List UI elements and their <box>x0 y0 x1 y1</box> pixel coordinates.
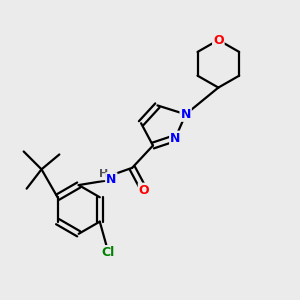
Text: O: O <box>139 184 149 196</box>
Text: H: H <box>99 169 108 179</box>
Text: N: N <box>181 108 191 121</box>
Text: N: N <box>106 173 116 186</box>
Text: Cl: Cl <box>102 246 115 259</box>
Text: O: O <box>213 34 224 46</box>
Text: N: N <box>170 132 181 145</box>
